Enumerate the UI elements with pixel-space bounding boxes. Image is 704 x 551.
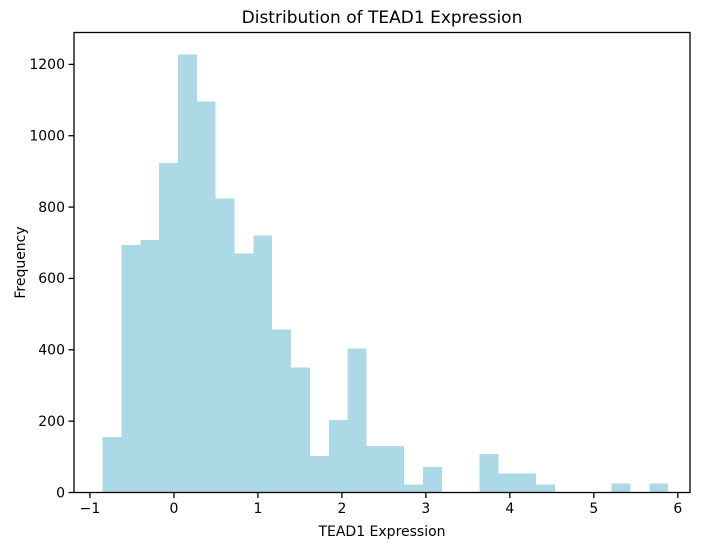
histogram-bar-1 <box>121 244 141 493</box>
y-tick-label-2: 400 <box>38 343 65 359</box>
histogram-bar-13 <box>347 348 367 493</box>
x-axis-label: TEAD1 Expression <box>317 524 445 540</box>
histogram-bar-7 <box>234 253 254 493</box>
histogram-bar-29 <box>649 483 669 493</box>
x-tick-label-5: 4 <box>505 501 514 517</box>
y-tick-label-1: 200 <box>38 414 65 430</box>
x-tick-label-1: 0 <box>169 501 178 517</box>
y-tick-label-0: 0 <box>56 485 65 501</box>
axis-ticks <box>68 63 679 498</box>
histogram-bar-6 <box>215 198 235 493</box>
histogram-bar-20 <box>479 453 499 493</box>
y-tick-label-5: 1000 <box>29 129 65 145</box>
histogram-bar-16 <box>404 484 424 493</box>
histogram-bars <box>102 54 669 493</box>
histogram-bar-11 <box>309 456 329 493</box>
histogram-bar-15 <box>385 446 405 493</box>
x-tick-label-4: 3 <box>421 501 430 517</box>
histogram-bar-27 <box>611 483 631 493</box>
y-axis-label: Frequency <box>13 226 29 298</box>
histogram-bar-10 <box>291 367 310 493</box>
histogram-bar-22 <box>517 473 537 493</box>
y-tick-label-4: 800 <box>38 200 65 216</box>
histogram-bar-9 <box>272 329 292 493</box>
x-tick-label-0: −1 <box>80 501 101 517</box>
x-tick-label-7: 6 <box>673 501 682 517</box>
chart-title: Distribution of TEAD1 Expression <box>242 8 523 28</box>
x-tick-label-3: 2 <box>337 501 346 517</box>
histogram-bar-23 <box>536 484 556 493</box>
axis-tick-labels: −1 0 1 2 3 4 5 6 0 200 400 600 800 1000 1200 <box>29 57 682 517</box>
x-tick-label-6: 5 <box>589 501 598 517</box>
histogram-bar-0 <box>102 437 122 493</box>
plot-spines <box>73 31 691 494</box>
histogram-bar-17 <box>423 466 442 493</box>
histogram-bar-14 <box>366 446 386 493</box>
histogram-bar-12 <box>328 420 348 493</box>
histogram-bar-2 <box>140 239 160 493</box>
x-tick-label-2: 1 <box>253 501 262 517</box>
histogram-bar-21 <box>498 473 518 493</box>
histogram-bar-4 <box>177 54 197 493</box>
histogram-bar-5 <box>196 101 216 493</box>
y-tick-label-3: 600 <box>38 271 65 287</box>
y-tick-label-6: 1200 <box>29 57 65 73</box>
histogram-bar-8 <box>253 235 273 493</box>
histogram-bar-3 <box>159 162 178 493</box>
